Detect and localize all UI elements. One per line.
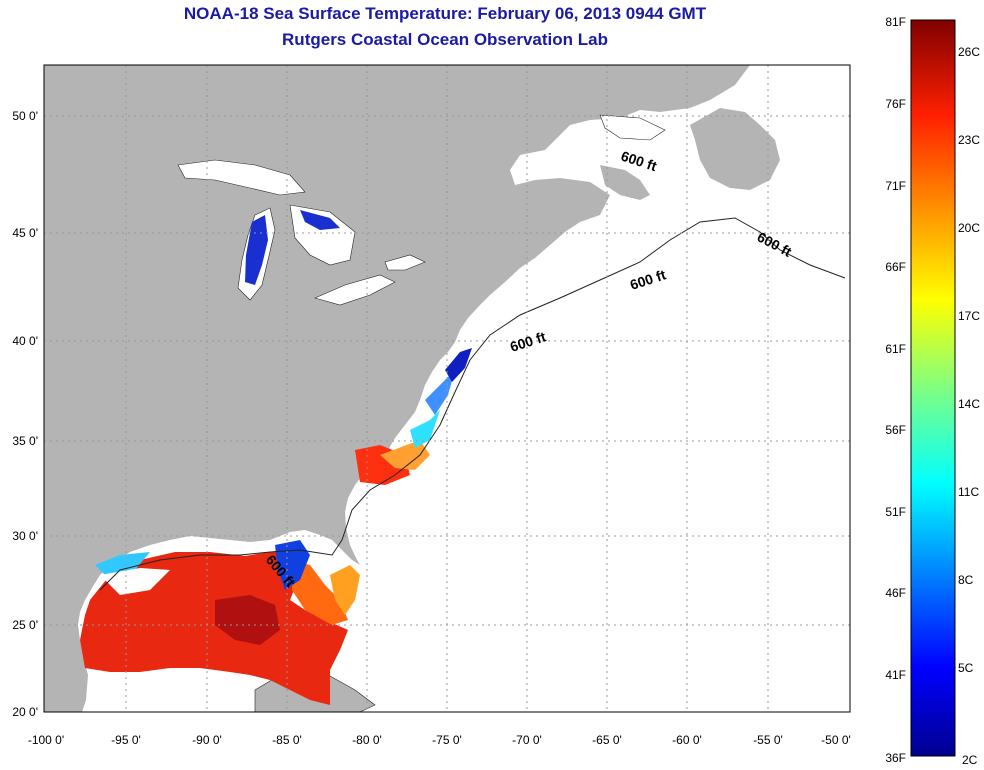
lake-superior: [177, 159, 306, 196]
north-america-land: [44, 65, 750, 712]
colorbar-c-label: 8C: [958, 573, 974, 587]
colorbar-c-label: 20C: [958, 221, 980, 235]
colorbar-f-label: 66F: [885, 260, 906, 274]
colorbar-f-label: 81F: [885, 15, 906, 29]
lon-tick-label: -50 0': [821, 733, 851, 747]
lon-tick-label: -100 0': [28, 733, 64, 747]
lon-tick-label: -80 0': [352, 733, 382, 747]
lon-tick-label: -65 0': [592, 733, 622, 747]
lat-tick-label: 25 0': [12, 618, 38, 632]
hudson-bay-water: [599, 114, 666, 141]
lake-erie: [314, 274, 396, 306]
newfoundland-land: [690, 108, 780, 190]
lake-huron-ice: [300, 210, 340, 230]
temperature-colorbar: [910, 19, 956, 757]
colorbar-c-label: 2C: [962, 753, 978, 767]
lon-tick-label: -55 0': [753, 733, 783, 747]
colorbar-f-label: 71F: [885, 179, 906, 193]
lon-tick-label: -75 0': [432, 733, 462, 747]
map-frame: [43, 64, 851, 713]
lake-ontario: [384, 254, 426, 271]
maritime-land: [600, 165, 650, 200]
colorbar-f-label: 36F: [885, 751, 906, 765]
colorbar-c-label: 11C: [958, 485, 979, 499]
lon-tick-label: -60 0': [672, 733, 702, 747]
colorbar-f-label: 46F: [885, 586, 906, 600]
lat-tick-label: 30 0': [12, 529, 38, 543]
lon-tick-label: -90 0': [192, 733, 222, 747]
colorbar-f-label: 61F: [885, 342, 906, 356]
colorbar-f-label: 41F: [885, 668, 906, 682]
colorbar-c-label: 26C: [958, 45, 980, 59]
lat-tick-label: 35 0': [12, 434, 38, 448]
map-graticule: [44, 65, 850, 712]
lon-tick-label: -95 0': [111, 733, 141, 747]
lat-tick-label: 40 0': [12, 334, 38, 348]
colorbar-c-label: 23C: [958, 133, 980, 147]
colorbar-c-label: 5C: [958, 661, 974, 675]
colorbar-c-label: 14C: [958, 397, 980, 411]
colorbar-f-label: 51F: [885, 505, 906, 519]
lat-tick-label: 20 0': [12, 705, 38, 719]
sst-data-layer: [80, 348, 472, 705]
lat-tick-label: 50 0': [12, 109, 38, 123]
map-title: NOAA-18 Sea Surface Temperature: Februar…: [183, 4, 707, 23]
lake-michigan-ice: [245, 215, 268, 285]
lon-tick-label: -70 0': [512, 733, 542, 747]
colorbar-f-label: 56F: [885, 423, 906, 437]
map-subtitle: Rutgers Coastal Ocean Observation Lab: [282, 30, 608, 49]
lat-tick-label: 45 0': [12, 226, 38, 240]
lon-tick-label: -85 0': [272, 733, 302, 747]
colorbar-c-label: 17C: [958, 309, 980, 323]
colorbar-f-label: 76F: [885, 97, 906, 111]
